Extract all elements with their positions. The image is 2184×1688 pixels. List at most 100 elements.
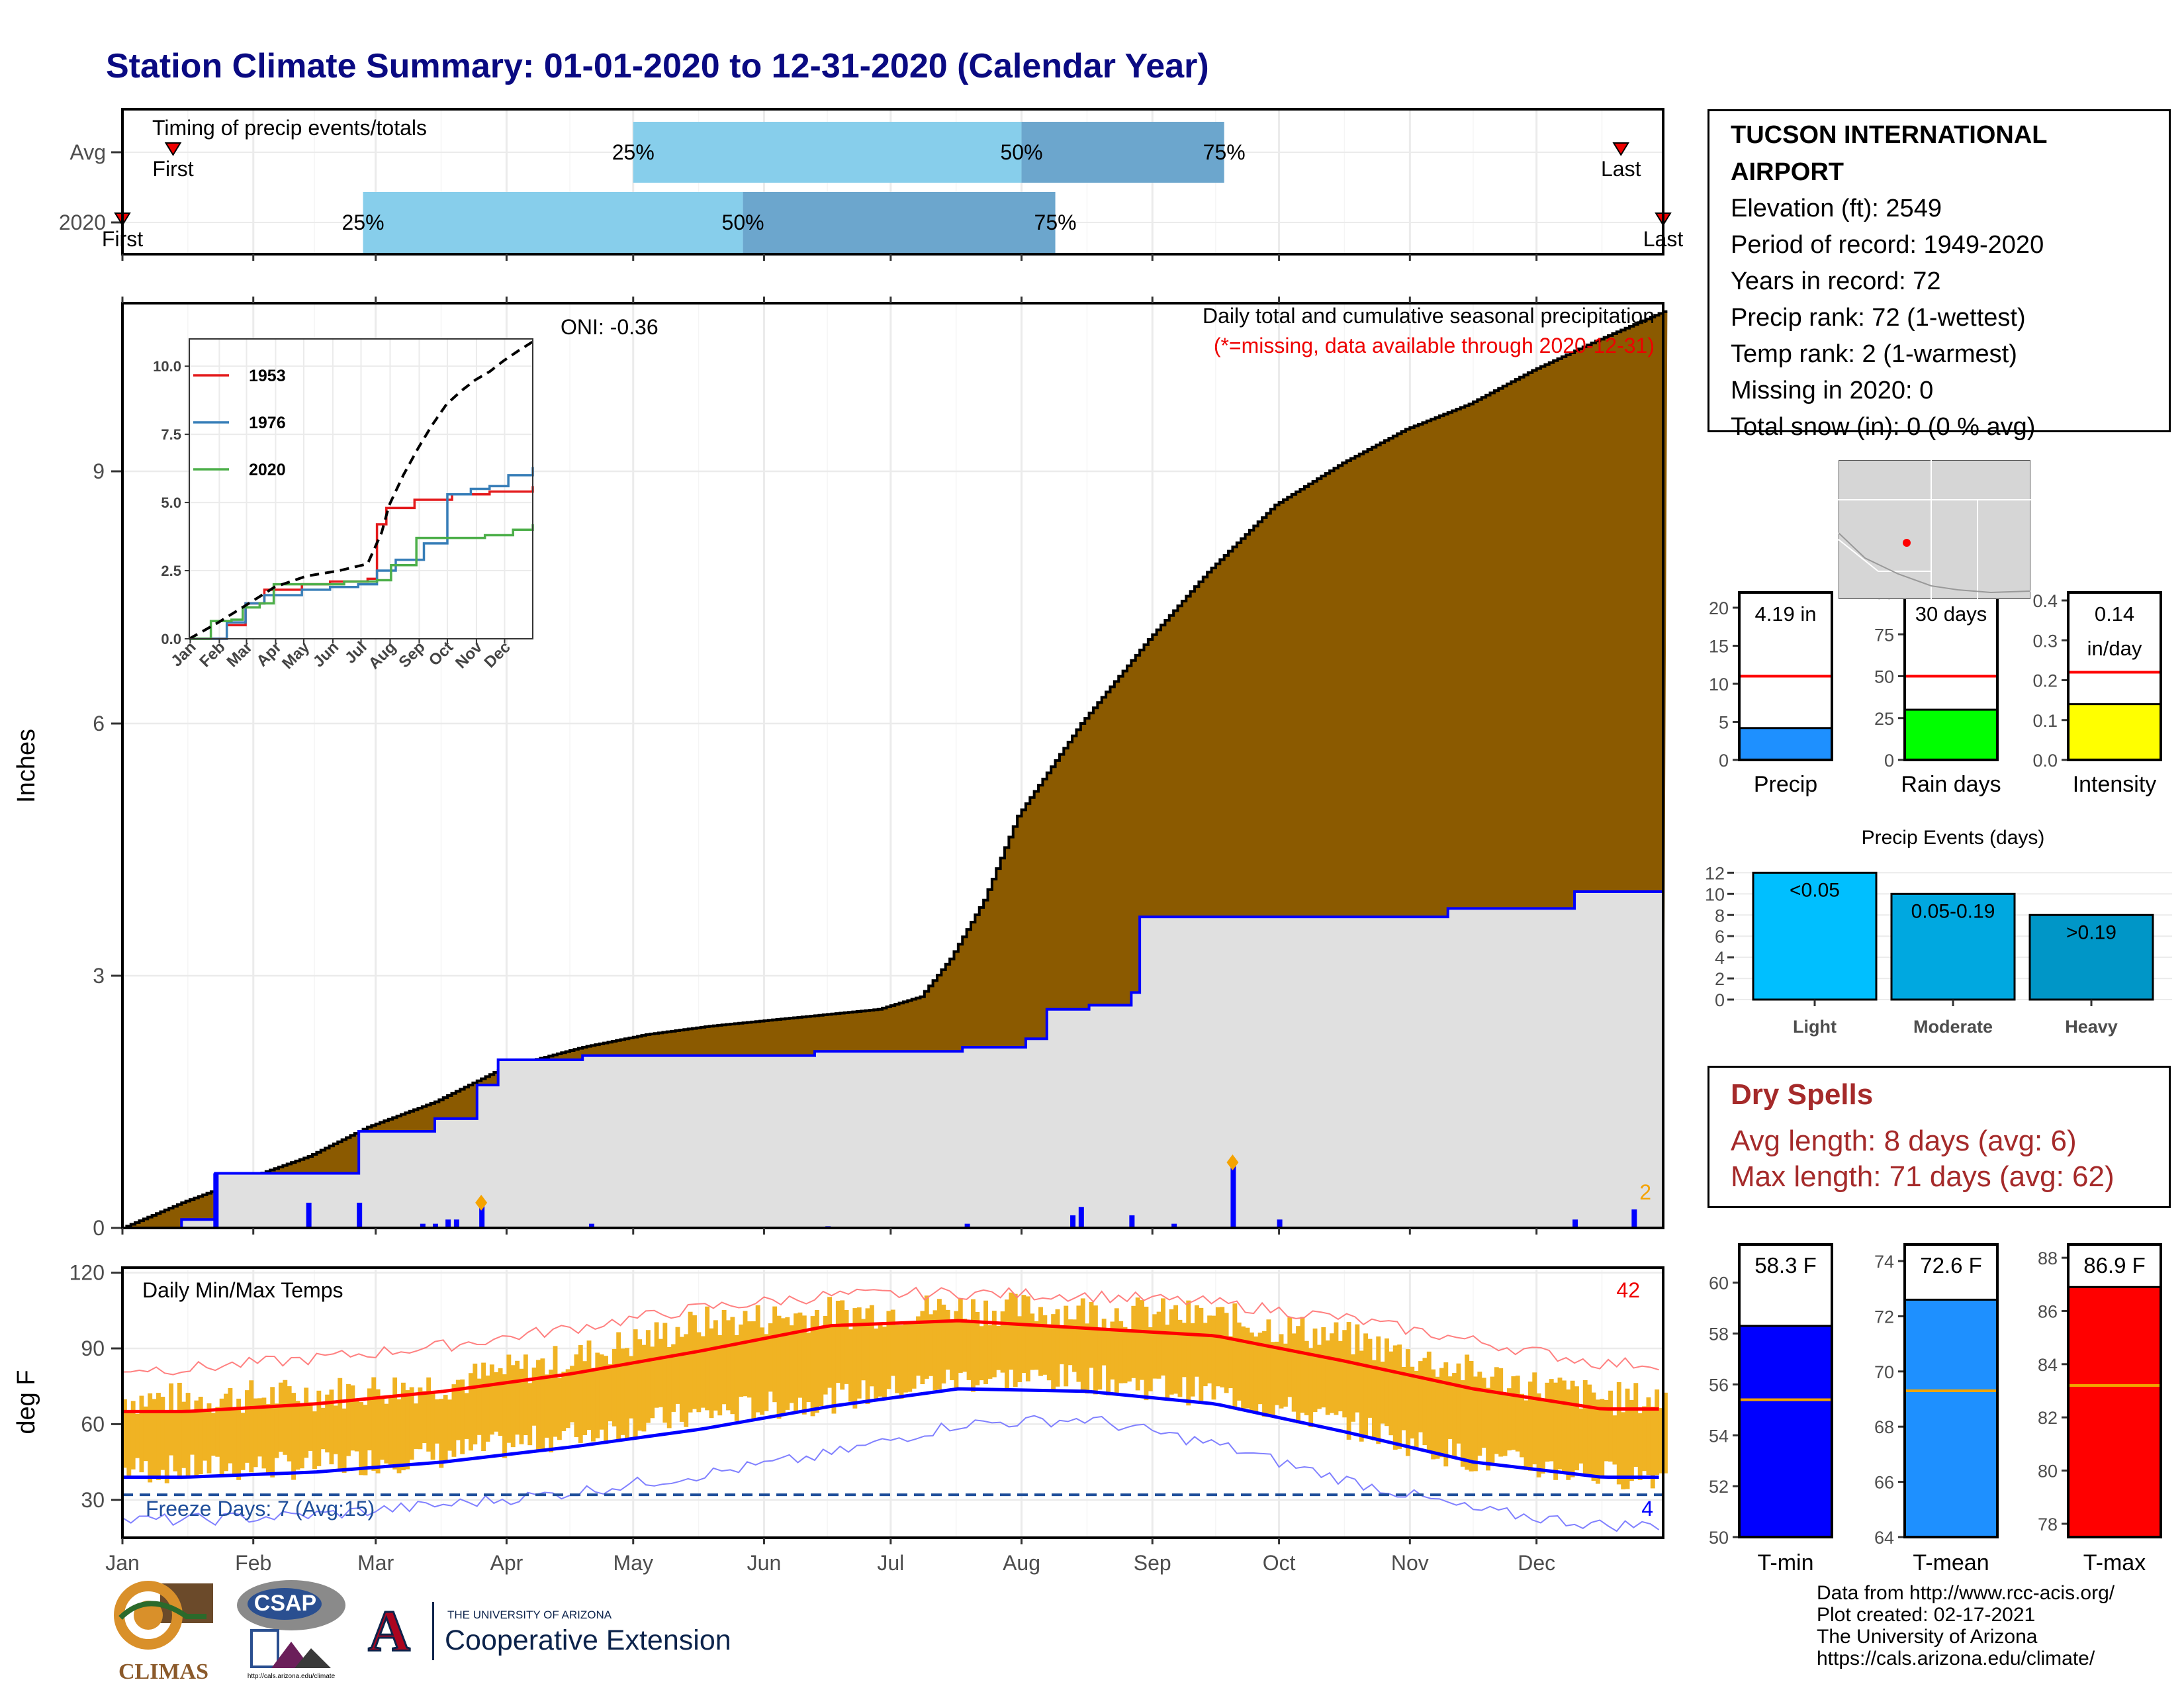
station-temp-rank: Temp rank: 2 (1-warmest)	[1731, 340, 2017, 368]
daily-temp-bar	[173, 1412, 178, 1472]
first-event-marker	[164, 142, 182, 156]
daily-temp-bar	[637, 1339, 643, 1431]
daily-temp-bar	[624, 1348, 629, 1440]
precip-gauge-bar	[2067, 703, 2162, 761]
daily-temp-bar	[671, 1344, 676, 1412]
daily-temp-bar	[954, 1311, 959, 1388]
daily-temp-bar	[920, 1311, 925, 1385]
precip-events-category-label: Light	[1793, 1017, 1837, 1037]
daily-temp-bar	[1038, 1307, 1043, 1376]
daily-temp-bar	[684, 1334, 689, 1427]
daily-temp-bar	[291, 1393, 296, 1480]
daily-temp-bar	[469, 1373, 473, 1451]
daily-temp-bar	[1220, 1307, 1225, 1387]
month-axis-label: Aug	[1003, 1551, 1040, 1575]
daily-temp-bar	[1186, 1300, 1191, 1406]
daily-temp-bar	[1439, 1368, 1444, 1458]
daily-temp-bar	[1080, 1298, 1085, 1391]
daily-temp-bar	[1604, 1399, 1609, 1462]
precip-events-bar	[2028, 914, 2154, 1001]
temp-gauge-tick-label: 54	[1709, 1426, 1729, 1446]
daily-temp-bar	[1549, 1379, 1554, 1462]
daily-temp-bar	[895, 1325, 900, 1393]
daily-temp-bar	[835, 1301, 841, 1383]
daily-temp-bar	[1633, 1383, 1639, 1467]
daily-temp-bar	[265, 1404, 271, 1475]
daily-temp-bar	[380, 1396, 385, 1460]
daily-temp-bar	[831, 1325, 837, 1414]
daily-temp-bar	[717, 1335, 723, 1416]
precip-gauge-tick-label: 0	[1719, 751, 1729, 771]
daily-temp-bar	[396, 1399, 402, 1474]
temp-gauge-tick-label: 60	[1709, 1274, 1729, 1293]
daily-temp-bar	[1030, 1313, 1035, 1370]
temp-gauge-tick-label: 66	[1874, 1473, 1894, 1493]
daily-temp-bar	[1608, 1390, 1613, 1462]
daily-temp-bar	[1051, 1314, 1056, 1391]
daily-temp-bar	[460, 1379, 465, 1454]
daily-temp-bar	[1135, 1297, 1140, 1391]
daily-temp-bar	[278, 1382, 283, 1452]
daily-temp-bar	[840, 1300, 845, 1390]
daily-temp-bar	[1342, 1330, 1347, 1418]
precip-gauge-bar	[1903, 708, 1999, 761]
timing-quartile-label: 75%	[1034, 211, 1077, 234]
temp-gauge-value-label: 58.3 F	[1754, 1253, 1817, 1278]
daily-temp-bar	[1275, 1341, 1280, 1405]
precip-gauge-tick-label: 20	[1709, 598, 1729, 618]
daily-temp-bar	[240, 1413, 246, 1470]
daily-temp-bar	[531, 1367, 537, 1426]
timing-quartile-label: 75%	[1203, 140, 1246, 164]
daily-temp-bar	[650, 1346, 655, 1419]
daily-temp-bar	[933, 1310, 938, 1391]
daily-temp-bar	[1308, 1348, 1314, 1427]
daily-precip-bar	[1277, 1219, 1283, 1228]
daily-temp-bar	[451, 1384, 457, 1457]
precip-y-tick-label: 0	[93, 1216, 105, 1240]
daily-temp-bar	[443, 1395, 448, 1461]
daily-temp-bar	[1486, 1387, 1490, 1471]
precip-y-tick-label: 3	[93, 964, 105, 988]
daily-temp-bar	[599, 1354, 604, 1430]
daily-temp-bar	[1316, 1344, 1322, 1409]
daily-temp-bar	[1418, 1361, 1423, 1432]
daily-temp-bar	[1165, 1325, 1170, 1398]
climas-logo-text: CLIMAS	[118, 1660, 209, 1684]
daily-temp-bar	[261, 1397, 267, 1469]
daily-temp-bar	[367, 1388, 372, 1451]
daily-temp-bar	[1266, 1319, 1271, 1416]
daily-precip-bar	[445, 1219, 451, 1228]
daily-temp-bar	[772, 1306, 778, 1403]
daily-temp-bar	[270, 1387, 275, 1477]
daily-temp-bar	[709, 1328, 714, 1419]
daily-temp-bar	[253, 1398, 258, 1468]
daily-temp-bar	[1655, 1389, 1660, 1475]
daily-precip-bar	[420, 1223, 426, 1228]
daily-temp-bar	[751, 1321, 756, 1421]
daily-precip-bar	[1070, 1215, 1076, 1228]
precip-gauge-tick-label: 25	[1874, 709, 1894, 729]
temp-gauge-tick-label: 56	[1709, 1375, 1729, 1395]
daily-temp-bar	[586, 1340, 592, 1430]
daily-temp-bar	[430, 1393, 435, 1460]
daily-temp-bar	[139, 1395, 144, 1473]
daily-temp-bar	[874, 1328, 879, 1400]
daily-temp-bar	[1502, 1393, 1508, 1456]
daily-temp-bar	[979, 1326, 984, 1381]
record-min-line	[122, 1415, 1660, 1532]
precip-gauge-value-label: 0.14	[2095, 602, 2134, 626]
credit-plot-created: Plot created: 02-17-2021	[1817, 1604, 2036, 1626]
daily-temp-bar	[1325, 1340, 1330, 1415]
inset-legend-label: 2020	[249, 461, 286, 479]
daily-temp-bar	[434, 1399, 439, 1444]
daily-temp-bar	[215, 1407, 220, 1457]
daily-temp-bar	[1173, 1305, 1179, 1394]
precip-events-category-label: Heavy	[2065, 1017, 2118, 1037]
daily-temp-bar	[958, 1298, 963, 1373]
daily-temp-bar	[198, 1397, 203, 1475]
record-precip-marker	[1226, 1154, 1239, 1170]
daily-temp-bar	[734, 1335, 739, 1421]
daily-temp-bar	[688, 1311, 693, 1413]
daily-temp-bar	[1068, 1319, 1073, 1366]
